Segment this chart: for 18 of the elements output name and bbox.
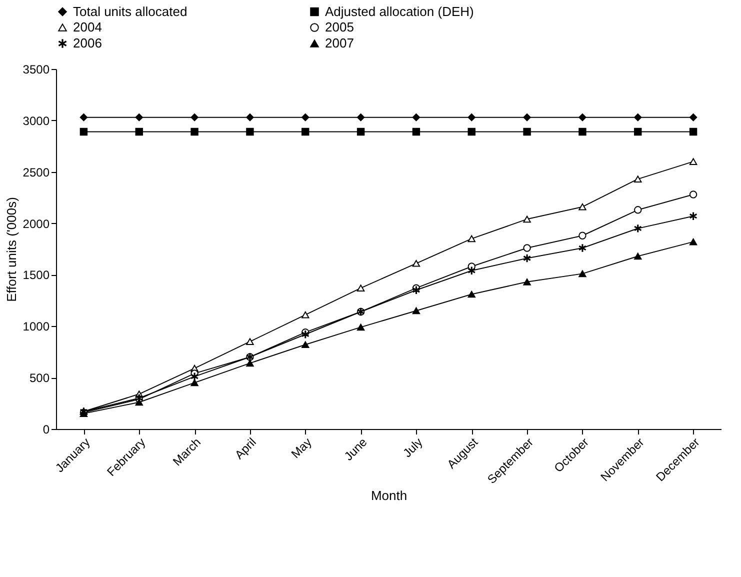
legend-label: Total units allocated — [73, 4, 188, 19]
legend-label: 2007 — [325, 36, 354, 50]
x-tick-label: May — [288, 435, 314, 462]
y-tick-label: 1000 — [22, 320, 50, 334]
y-tick-label: 500 — [29, 371, 50, 386]
x-axis-title: Month — [370, 488, 408, 503]
y-tick-label: 0 — [42, 422, 50, 436]
legend-label: Adjusted allocation (DEH) — [325, 4, 474, 19]
y-tick-label: 2000 — [22, 216, 50, 231]
x-tick-label: July — [400, 435, 426, 460]
y-tick-label: 3000 — [22, 114, 50, 128]
y-axis-title: Effort units ('000s) — [4, 197, 19, 302]
legend-label: 2004 — [73, 20, 102, 34]
y-tick-label: 2500 — [22, 165, 50, 180]
legend-label: 2006 — [73, 36, 102, 50]
legend-label: 2005 — [325, 20, 354, 34]
y-tick-label: 1500 — [22, 268, 50, 282]
y-tick-label: 3500 — [22, 62, 50, 76]
